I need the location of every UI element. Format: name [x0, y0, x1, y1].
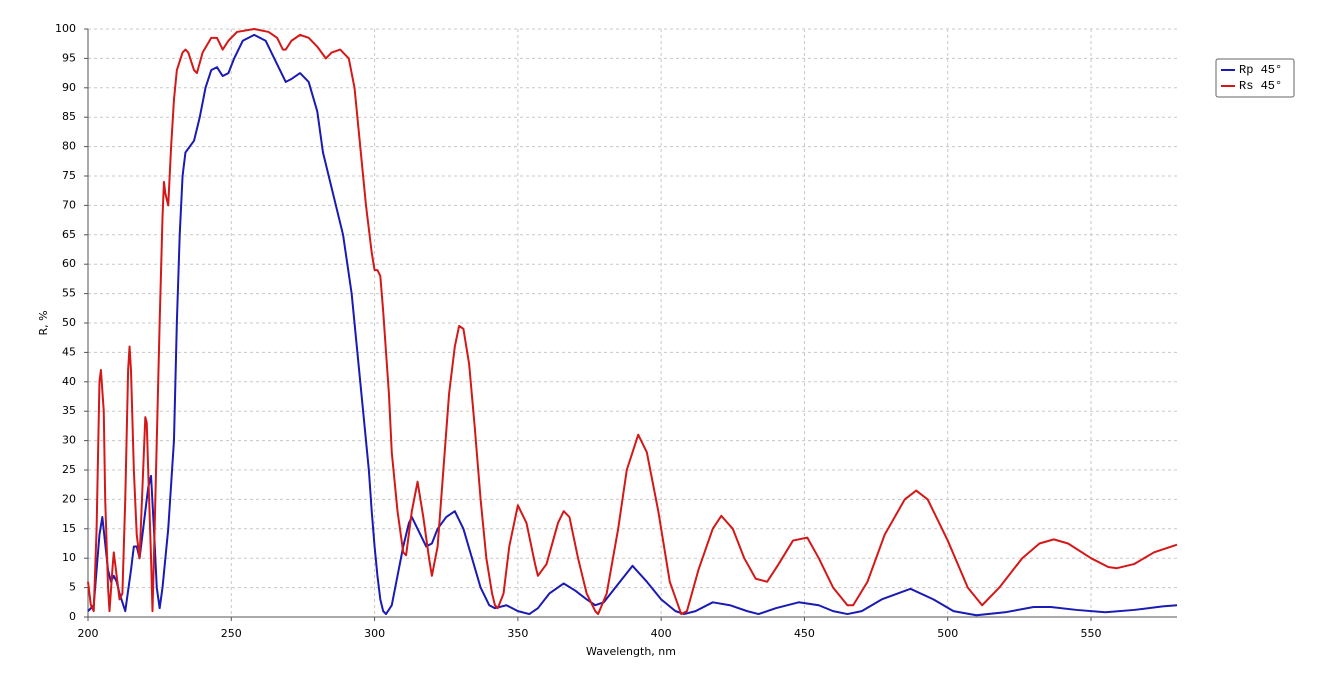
y-tick-label: 10	[62, 551, 76, 564]
grid	[87, 28, 1177, 618]
x-tick-label: 400	[651, 627, 672, 640]
y-tick-label: 35	[62, 404, 76, 417]
y-tick-label: 65	[62, 228, 76, 241]
y-tick-label: 55	[62, 287, 76, 300]
x-tick-label: 500	[937, 627, 958, 640]
y-tick-label: 20	[62, 492, 76, 505]
y-tick-label: 50	[62, 316, 76, 329]
y-tick-label: 85	[62, 110, 76, 123]
x-tick-label: 550	[1081, 627, 1102, 640]
data-line	[87, 33, 1178, 617]
x-tick-label: 250	[221, 627, 242, 640]
y-tick-label: 30	[62, 434, 76, 447]
y-tick-label: 95	[62, 51, 76, 64]
y-tick-label: 0	[69, 610, 76, 623]
data-line	[87, 28, 1178, 616]
y-tick-label: 75	[62, 169, 76, 182]
legend: Rp 45° Rs 45°	[1215, 58, 1295, 98]
x-tick-label: 350	[507, 627, 528, 640]
y-tick-label: 5	[69, 581, 76, 594]
y-tick-label: 60	[62, 257, 76, 270]
x-tick-label: 450	[794, 627, 815, 640]
y-tick-label: 90	[62, 81, 76, 94]
y-axis-label: R, %	[37, 310, 50, 335]
y-tick-label: 45	[62, 345, 76, 358]
y-tick-label: 25	[62, 463, 76, 476]
x-tick-label: 300	[364, 627, 385, 640]
y-tick-label: 40	[62, 375, 76, 388]
y-tick-label: 80	[62, 140, 76, 153]
legend-label: Rs 45°	[1239, 79, 1282, 93]
x-tick-label: 200	[78, 627, 99, 640]
legend-box	[1215, 58, 1295, 98]
legend-label: Rp 45°	[1239, 63, 1282, 77]
y-tick-label: 70	[62, 198, 76, 211]
x-axis-label: Wavelength, nm	[586, 645, 676, 658]
y-tick-label: 100	[55, 22, 76, 35]
y-tick-label: 15	[62, 522, 76, 535]
